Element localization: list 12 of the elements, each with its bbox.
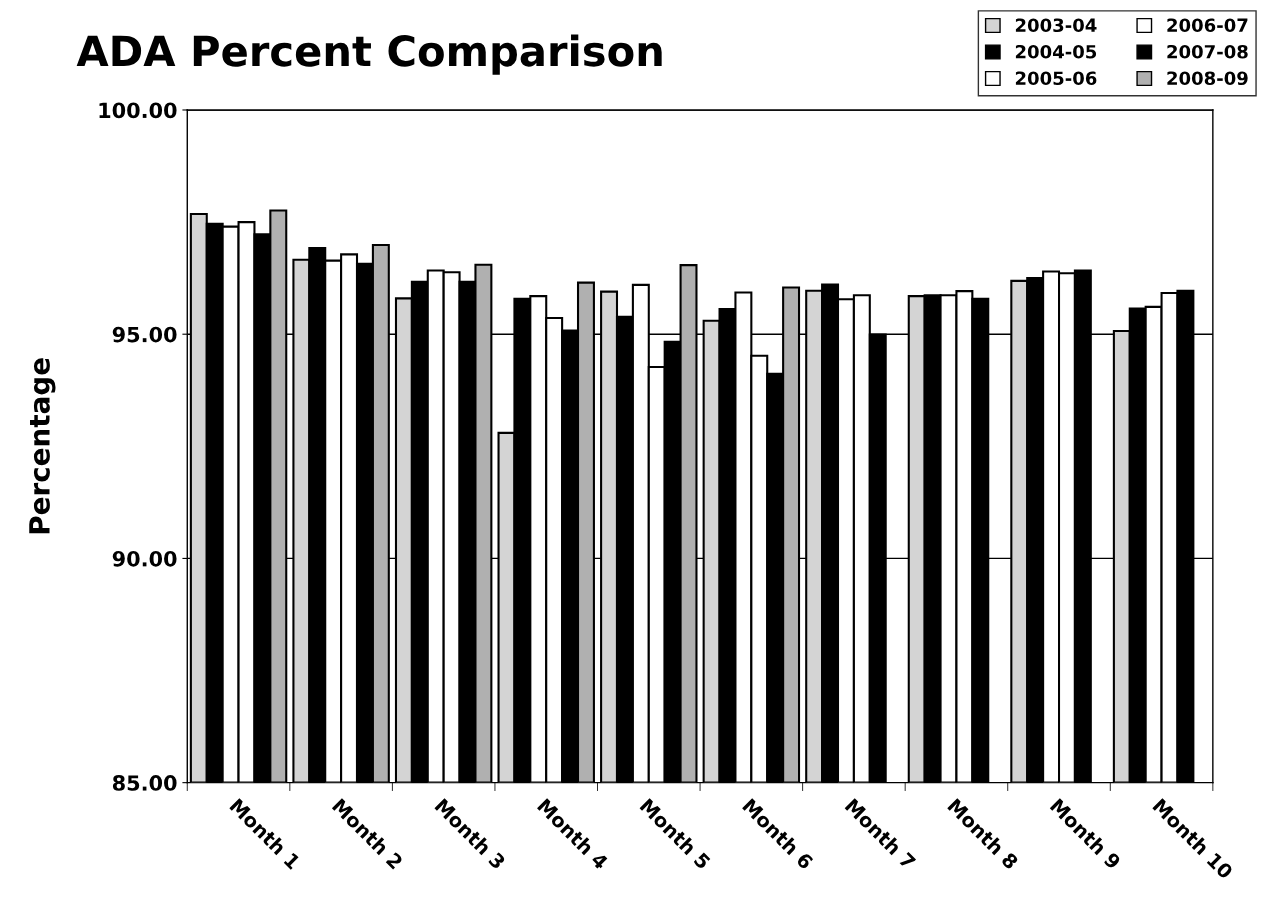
legend-label: 2008-09 [1167, 71, 1248, 86]
legend-label: 2003-04 [1015, 18, 1097, 33]
y-tick-label: 100.00 [99, 102, 177, 119]
y-tick-label: 85.00 [112, 775, 177, 791]
chart-title: ADA Percent Comparison [76, 34, 662, 75]
legend-label: 2007-08 [1167, 44, 1248, 59]
y-axis-title: Percentage [29, 358, 56, 534]
legend-label: 2005-06 [1015, 71, 1097, 86]
legend-label: 2004-05 [1015, 44, 1097, 59]
legend-label: 2006-07 [1167, 18, 1248, 33]
y-tick-label: 90.00 [112, 550, 177, 567]
y-tick-label: 95.00 [112, 326, 177, 343]
